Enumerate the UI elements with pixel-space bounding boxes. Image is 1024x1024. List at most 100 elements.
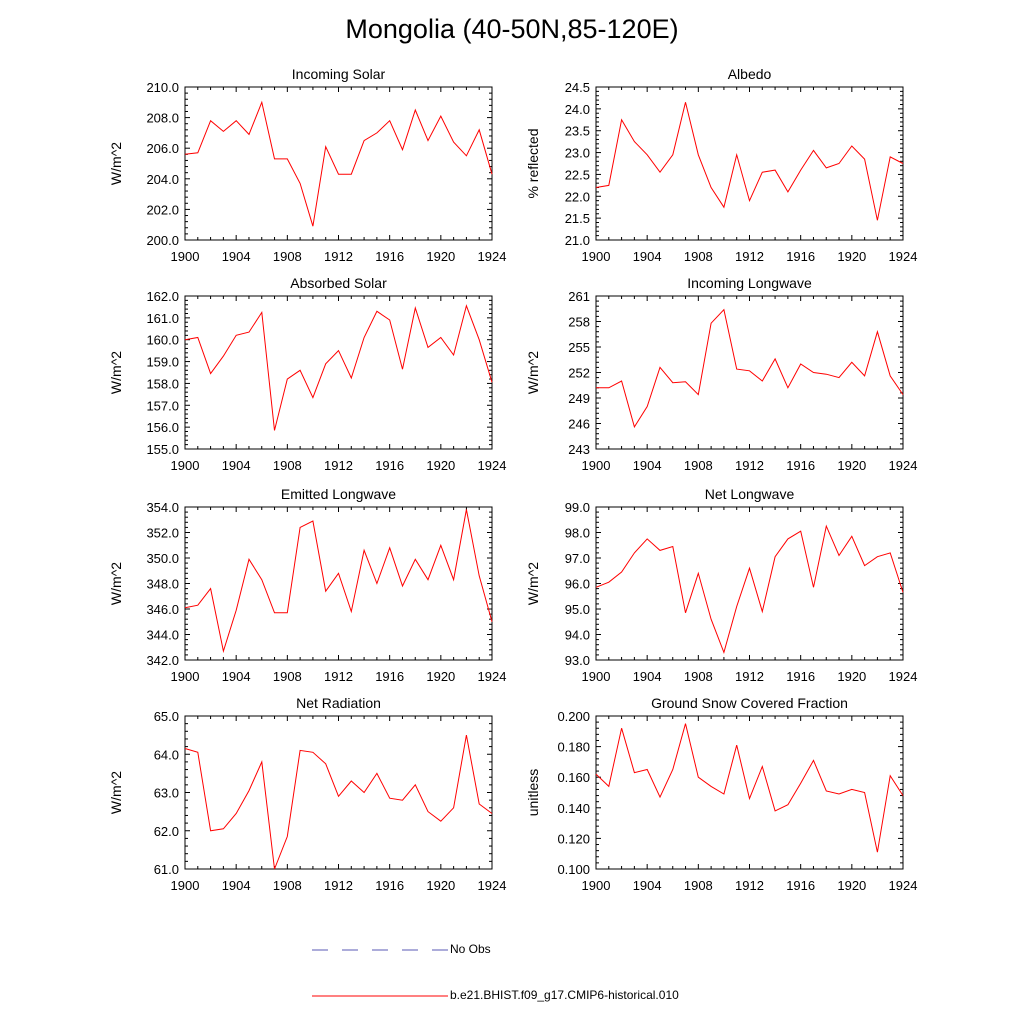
chart-title: Net Longwave	[705, 486, 795, 502]
x-tick-label: 1916	[786, 458, 815, 473]
x-tick-label: 1924	[478, 669, 507, 684]
x-tick-label: 1900	[171, 249, 200, 264]
y-tick-label: 350.0	[146, 551, 179, 566]
x-tick-label: 1904	[222, 878, 251, 893]
y-axis-label: W/m^2	[108, 142, 124, 185]
y-tick-label: 246	[568, 417, 590, 432]
y-tick-label: 255	[568, 340, 590, 355]
y-axis-label: W/m^2	[108, 771, 124, 814]
y-tick-label: 158.0	[146, 376, 179, 391]
y-tick-label: 252	[568, 366, 590, 381]
x-tick-label: 1900	[171, 669, 200, 684]
x-tick-label: 1916	[786, 249, 815, 264]
x-tick-label: 1904	[222, 458, 251, 473]
legend-swatch-no-obs	[312, 949, 448, 951]
figure-title: Mongolia (40-50N,85-120E)	[345, 14, 679, 44]
y-tick-label: 204.0	[146, 172, 179, 187]
x-tick-label: 1908	[273, 249, 302, 264]
y-tick-label: 161.0	[146, 311, 179, 326]
x-tick-label: 1920	[426, 669, 455, 684]
y-axis-label: unitless	[525, 769, 541, 816]
x-tick-label: 1920	[426, 249, 455, 264]
chart-panel: 1900 1904 1908 1912 1916 1920 1924 155.0 156.0 15…	[108, 275, 506, 473]
x-tick-label: 1924	[478, 249, 507, 264]
x-tick-label: 1920	[837, 249, 866, 264]
x-tick-label: 1912	[735, 249, 764, 264]
x-tick-label: 1908	[684, 458, 713, 473]
x-tick-label: 1912	[324, 249, 353, 264]
y-tick-label: 63.0	[154, 786, 179, 801]
chart-panel: 1900 1904 1908 1912 1916 1920 1924 342.0 344.0 34…	[108, 486, 506, 684]
x-tick-label: 1924	[889, 249, 918, 264]
x-tick-label: 1916	[375, 669, 404, 684]
chart-title: Emitted Longwave	[281, 486, 396, 502]
y-tick-label: 210.0	[146, 80, 179, 95]
plot-frame	[184, 86, 493, 241]
y-tick-label: 200.0	[146, 233, 179, 248]
y-tick-label: 160.0	[146, 333, 179, 348]
x-tick-label: 1916	[786, 878, 815, 893]
plot-frame	[184, 506, 493, 661]
y-tick-label: 0.120	[557, 831, 590, 846]
y-tick-label: 157.0	[146, 398, 179, 413]
y-tick-label: 208.0	[146, 111, 179, 126]
y-tick-label: 22.5	[565, 167, 590, 182]
y-tick-label: 64.0	[154, 747, 179, 762]
series-line	[184, 509, 493, 654]
x-tick-label: 1904	[633, 249, 662, 264]
chart-panel: 1900 1904 1908 1912 1916 1920 1924 200.0 202.0 20…	[108, 66, 506, 264]
y-tick-label: 95.0	[565, 602, 590, 617]
chart-title: Albedo	[728, 66, 772, 82]
x-tick-label: 1908	[273, 878, 302, 893]
plot-frame	[595, 86, 904, 241]
y-tick-label: 62.0	[154, 824, 179, 839]
x-tick-label: 1912	[735, 669, 764, 684]
x-tick-label: 1924	[889, 878, 918, 893]
y-tick-label: 0.100	[557, 862, 590, 877]
y-tick-label: 99.0	[565, 500, 590, 515]
x-tick-label: 1924	[478, 458, 507, 473]
x-tick-label: 1904	[633, 458, 662, 473]
y-tick-label: 97.0	[565, 551, 590, 566]
x-tick-label: 1900	[171, 458, 200, 473]
legend-label-model-run: b.e21.BHIST.f09_g17.CMIP6-historical.010	[450, 988, 679, 1002]
series-line	[184, 735, 493, 870]
chart-title: Incoming Longwave	[687, 275, 812, 291]
y-tick-label: 0.160	[557, 770, 590, 785]
series-line	[595, 723, 904, 853]
y-tick-label: 249	[568, 391, 590, 406]
x-tick-label: 1916	[375, 458, 404, 473]
y-tick-label: 202.0	[146, 202, 179, 217]
chart-title: Net Radiation	[296, 695, 381, 711]
y-tick-label: 94.0	[565, 628, 590, 643]
y-tick-label: 162.0	[146, 289, 179, 304]
x-tick-label: 1900	[582, 878, 611, 893]
x-tick-label: 1912	[324, 878, 353, 893]
x-tick-label: 1912	[324, 669, 353, 684]
x-tick-label: 1900	[582, 669, 611, 684]
y-tick-label: 0.140	[557, 801, 590, 816]
y-tick-label: 22.0	[565, 189, 590, 204]
chart-panel: 1900 1904 1908 1912 1916 1920 1924 21.0 21.5 22.0…	[525, 66, 917, 264]
y-tick-label: 93.0	[565, 653, 590, 668]
series-line	[595, 524, 904, 654]
y-tick-label: 96.0	[565, 577, 590, 592]
x-tick-label: 1904	[222, 249, 251, 264]
y-tick-label: 21.0	[565, 233, 590, 248]
y-axis-label: W/m^2	[525, 562, 541, 605]
x-tick-label: 1916	[375, 249, 404, 264]
plot-frame	[184, 295, 493, 450]
chart-title: Ground Snow Covered Fraction	[651, 695, 848, 711]
x-tick-label: 1900	[582, 458, 611, 473]
y-tick-label: 354.0	[146, 500, 179, 515]
x-tick-label: 1912	[324, 458, 353, 473]
x-tick-label: 1924	[478, 878, 507, 893]
y-tick-label: 243	[568, 442, 590, 457]
y-tick-label: 0.200	[557, 709, 590, 724]
y-axis-label: % reflected	[525, 128, 541, 198]
x-tick-label: 1920	[837, 458, 866, 473]
y-axis-label: W/m^2	[525, 351, 541, 394]
x-tick-label: 1900	[171, 878, 200, 893]
x-tick-label: 1920	[837, 669, 866, 684]
